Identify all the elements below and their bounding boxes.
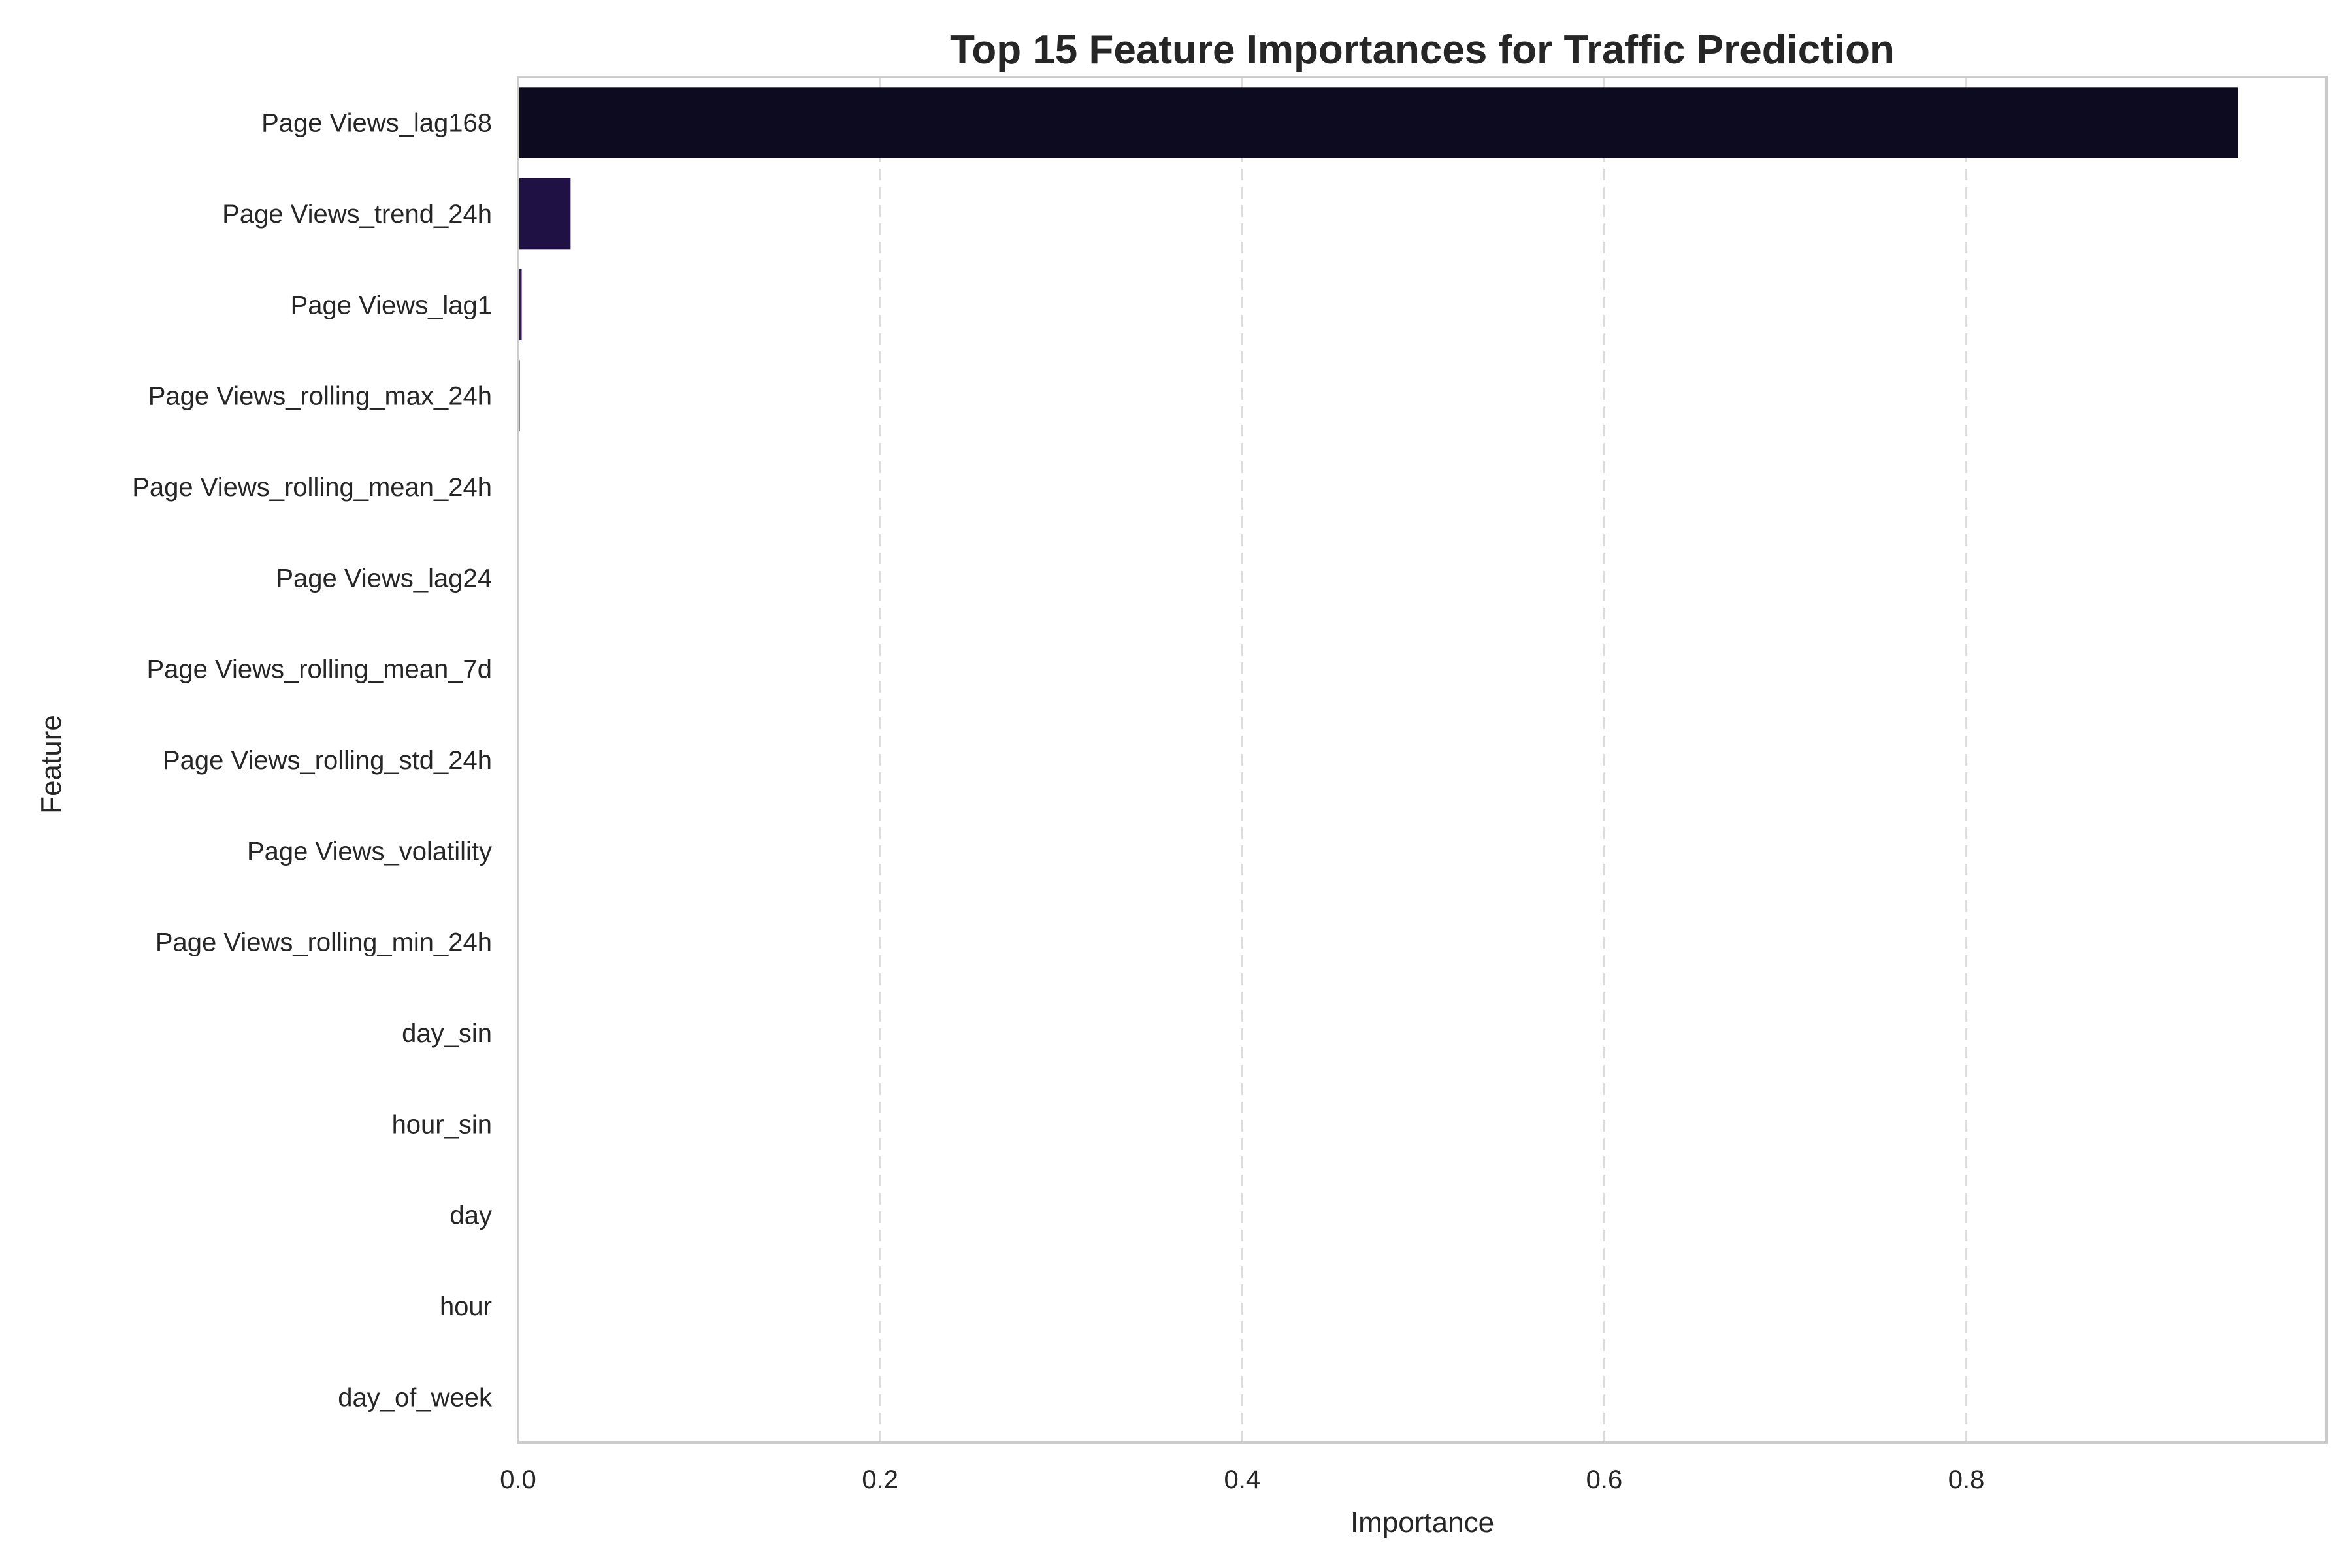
chart-title: Top 15 Feature Importances for Traffic P…: [950, 27, 1895, 73]
bar-page-views-lag1: [518, 269, 522, 340]
y-tick-label: hour: [440, 1292, 492, 1321]
y-tick-label: day_of_week: [338, 1383, 493, 1412]
x-tick-label: 0.8: [1948, 1465, 1985, 1494]
x-axis-label: Importance: [1350, 1507, 1494, 1539]
y-tick-label: day_sin: [402, 1019, 492, 1048]
bar-page-views-lag168: [518, 87, 2238, 159]
y-tick-label: Page Views_rolling_max_24h: [148, 382, 492, 411]
y-tick-labels: Page Views_lag168 Page Views_trend_24h Pag…: [132, 109, 493, 1413]
plot-frame: [517, 76, 2328, 1444]
y-axis-label: Feature: [35, 715, 67, 814]
y-tick-label: hour_sin: [392, 1110, 492, 1139]
x-tick-label: 0.4: [1224, 1465, 1261, 1494]
y-tick-label: Page Views_rolling_mean_7d: [146, 655, 492, 684]
bar-page-views-trend-24h: [518, 178, 571, 250]
x-tick-label: 0.2: [862, 1465, 898, 1494]
bars: [518, 87, 2238, 1433]
y-tick-label: Page Views_lag1: [291, 291, 492, 319]
y-tick-label: Page Views_rolling_std_24h: [163, 746, 492, 775]
y-tick-label: Page Views_rolling_min_24h: [155, 928, 492, 957]
y-tick-label: Page Views_trend_24h: [222, 200, 492, 229]
y-tick-label: Page Views_lag168: [261, 109, 492, 138]
x-tick-labels: 0.0 0.2 0.4 0.6 0.8: [500, 1465, 1984, 1494]
x-tick-label: 0.0: [500, 1465, 536, 1494]
y-tick-label: Page Views_lag24: [276, 564, 492, 593]
y-tick-label: Page Views_volatility: [247, 837, 492, 866]
y-tick-label: day: [450, 1201, 493, 1230]
x-tick-label: 0.6: [1586, 1465, 1623, 1494]
y-tick-label: Page Views_rolling_mean_24h: [132, 473, 492, 502]
gridlines: [879, 77, 1968, 1443]
